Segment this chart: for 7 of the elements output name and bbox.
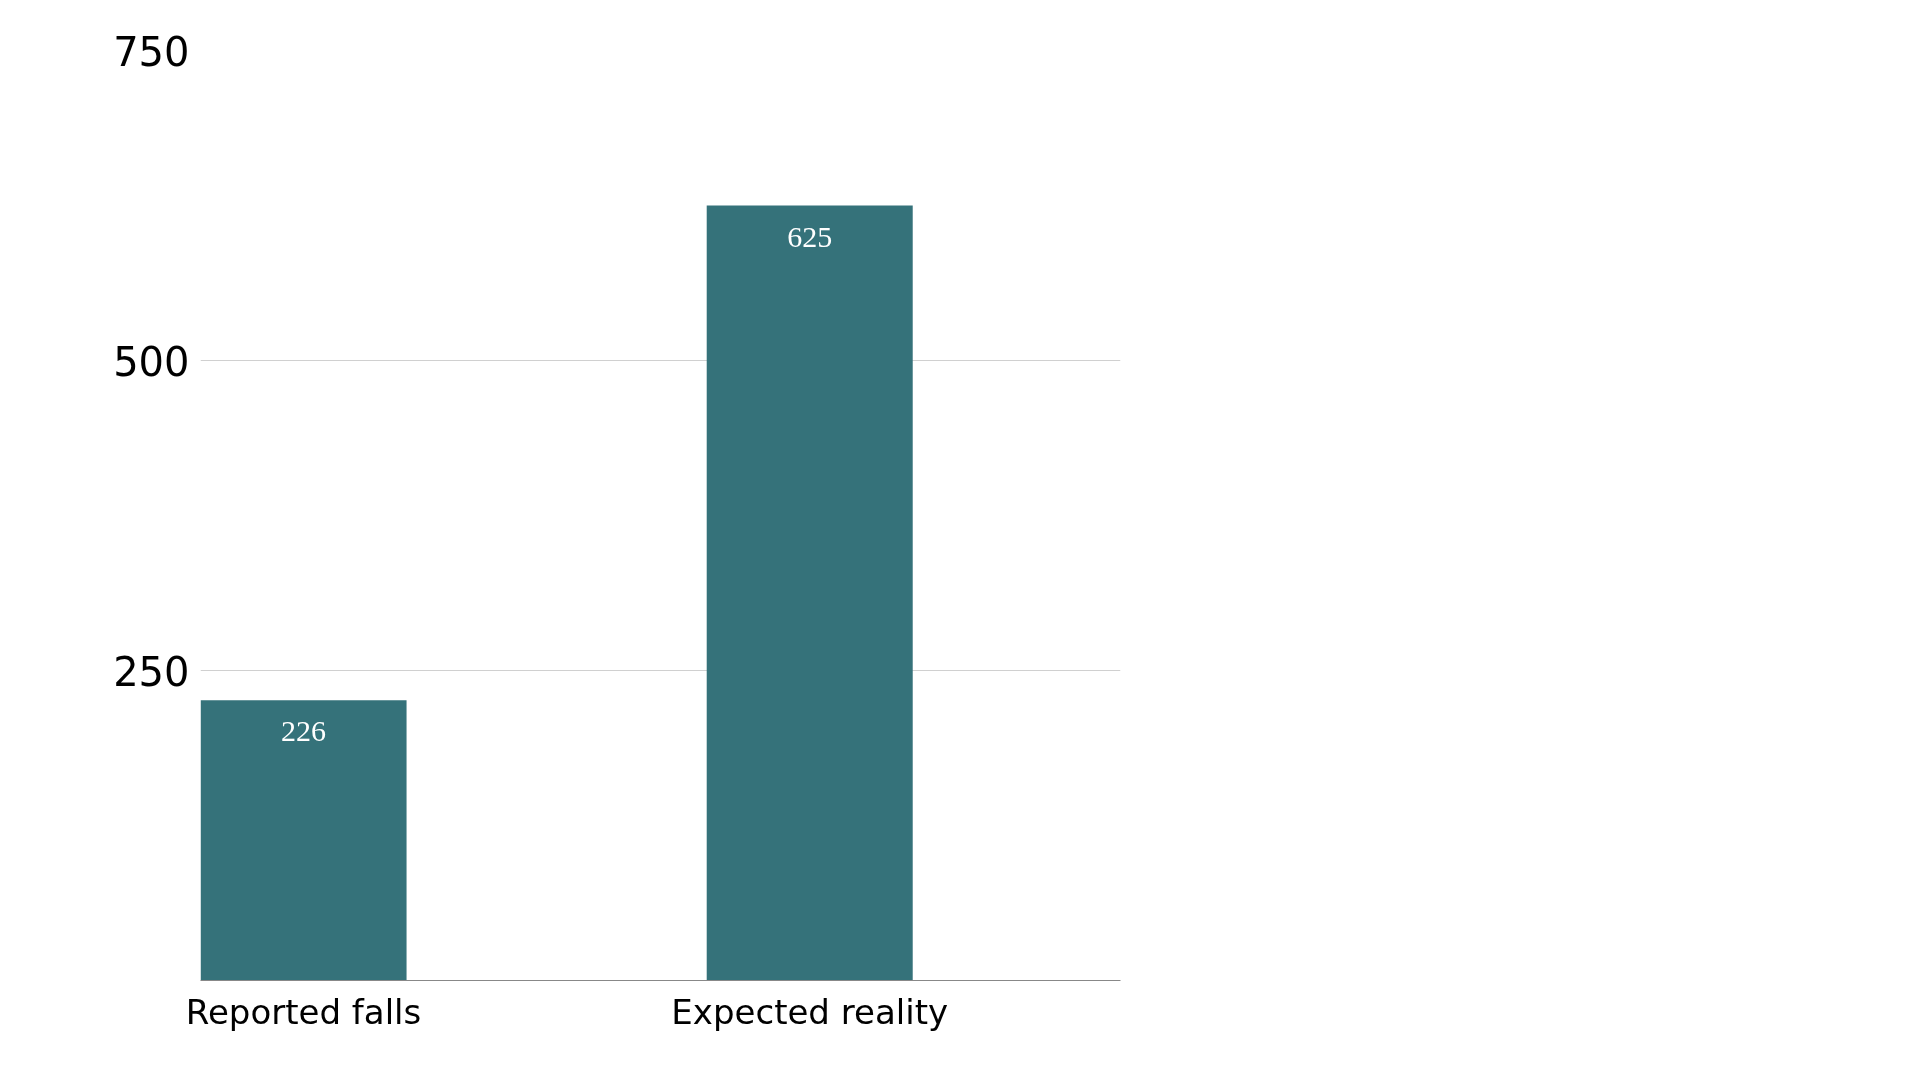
y-tick-label: 500 (113, 338, 190, 385)
data-label: 226 (281, 714, 327, 748)
y-tick-label: 250 (113, 648, 190, 695)
x-tick-label: Reported falls (185, 991, 422, 1032)
y-tick-label: 750 (113, 28, 190, 75)
data-label: 625 (787, 219, 833, 253)
x-tick-label: Expected reality (671, 991, 949, 1032)
